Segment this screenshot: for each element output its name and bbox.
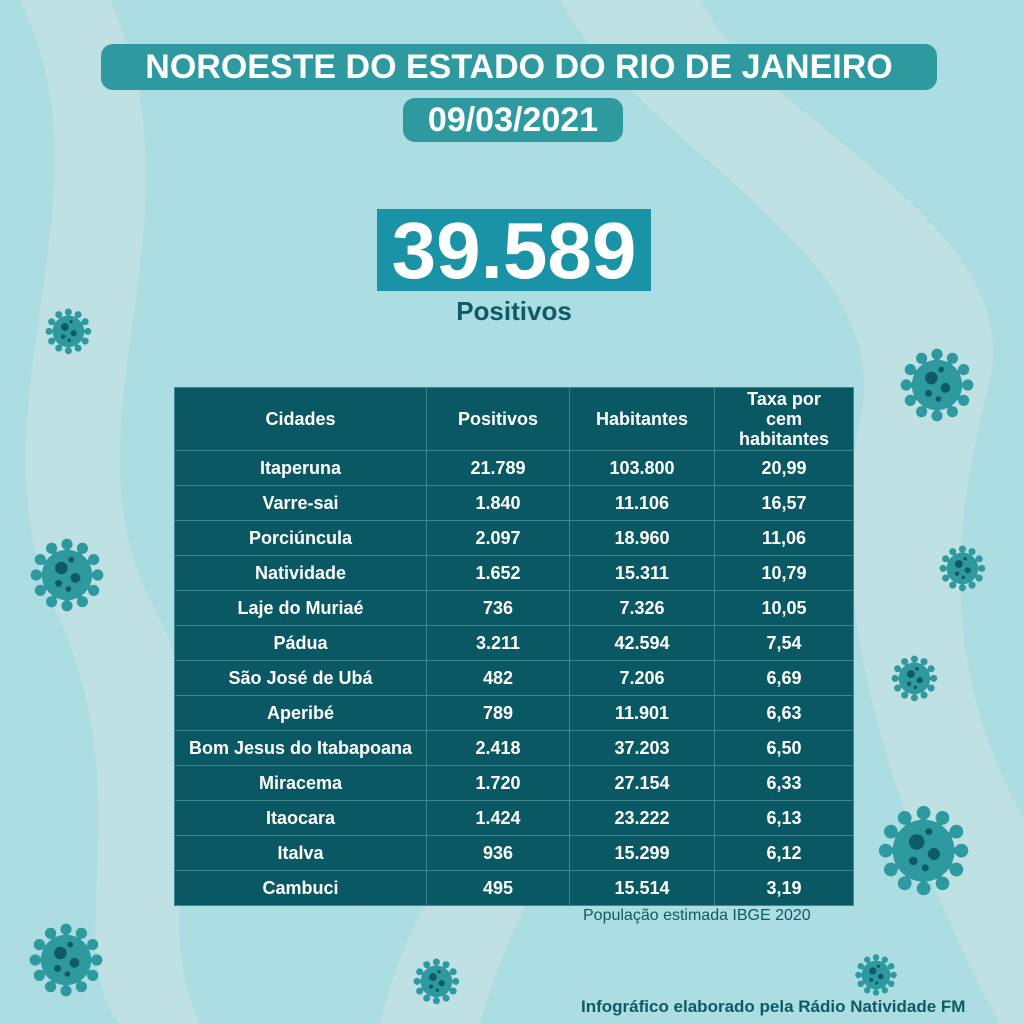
cell-population: 7.326 <box>569 590 715 626</box>
cell-city: Aperibé <box>174 695 427 731</box>
cell-rate: 6,33 <box>714 765 854 801</box>
cell-population: 27.154 <box>569 765 715 801</box>
virus-icon <box>879 806 969 896</box>
cell-positives: 736 <box>426 590 570 626</box>
virus-icon <box>29 923 103 997</box>
virus-icon <box>30 538 104 612</box>
page-title: NOROESTE DO ESTADO DO RIO DE JANEIRO <box>101 44 937 90</box>
cell-positives: 1.840 <box>426 485 570 521</box>
virus-icon <box>45 308 91 354</box>
cell-rate: 6,12 <box>714 835 854 871</box>
cell-population: 7.206 <box>569 660 715 696</box>
table-row: Itaocara 1.424 23.222 6,13 <box>174 800 854 836</box>
virus-icon <box>900 348 974 422</box>
cell-city: Bom Jesus do Itabapoana <box>174 730 427 766</box>
table-header-row: Cidades Positivos Habitantes Taxa por ce… <box>174 387 854 451</box>
cell-population: 11.106 <box>569 485 715 521</box>
cell-positives: 1.720 <box>426 765 570 801</box>
cell-city: Natividade <box>174 555 427 591</box>
cell-positives: 2.097 <box>426 520 570 556</box>
cell-rate: 6,50 <box>714 730 854 766</box>
virus-icon <box>855 954 897 996</box>
cell-rate: 10,79 <box>714 555 854 591</box>
cell-positives: 1.652 <box>426 555 570 591</box>
cell-rate: 6,63 <box>714 695 854 731</box>
header-cidades: Cidades <box>174 387 427 451</box>
header-positivos: Positivos <box>426 387 570 451</box>
cell-positives: 3.211 <box>426 625 570 661</box>
table-row: Aperibé 789 11.901 6,63 <box>174 695 854 731</box>
cell-population: 15.311 <box>569 555 715 591</box>
cell-rate: 6,69 <box>714 660 854 696</box>
cell-positives: 789 <box>426 695 570 731</box>
cell-population: 103.800 <box>569 450 715 486</box>
table-row: Itaperuna 21.789 103.800 20,99 <box>174 450 854 486</box>
table-row: Porciúncula 2.097 18.960 11,06 <box>174 520 854 556</box>
header-taxa: Taxa por cem habitantes <box>714 387 854 451</box>
cell-city: Pádua <box>174 625 427 661</box>
cell-rate: 10,05 <box>714 590 854 626</box>
cell-rate: 16,57 <box>714 485 854 521</box>
cell-rate: 6,13 <box>714 800 854 836</box>
cell-population: 11.901 <box>569 695 715 731</box>
cell-positives: 482 <box>426 660 570 696</box>
cell-positives: 936 <box>426 835 570 871</box>
virus-icon <box>891 655 937 701</box>
table-row: Varre-sai 1.840 11.106 16,57 <box>174 485 854 521</box>
cell-rate: 3,19 <box>714 870 854 906</box>
cell-city: Varre-sai <box>174 485 427 521</box>
cell-city: Itaocara <box>174 800 427 836</box>
cell-population: 42.594 <box>569 625 715 661</box>
table-row: Bom Jesus do Itabapoana 2.418 37.203 6,50 <box>174 730 854 766</box>
date-badge: 09/03/2021 <box>403 98 623 142</box>
cell-city: Cambuci <box>174 870 427 906</box>
cell-population: 23.222 <box>569 800 715 836</box>
cell-rate: 11,06 <box>714 520 854 556</box>
cell-city: Italva <box>174 835 427 871</box>
credit: Infográfico elaborado pela Rádio Nativid… <box>581 997 966 1016</box>
total-positives: 39.589 <box>377 209 651 293</box>
source-note: População estimada IBGE 2020 <box>583 907 811 924</box>
cell-city: Laje do Muriaé <box>174 590 427 626</box>
cell-population: 37.203 <box>569 730 715 766</box>
table-row: Laje do Muriaé 736 7.326 10,05 <box>174 590 854 626</box>
virus-icon <box>939 545 985 591</box>
cell-city: Miracema <box>174 765 427 801</box>
cell-population: 18.960 <box>569 520 715 556</box>
cell-city: Porciúncula <box>174 520 427 556</box>
header-habitantes: Habitantes <box>569 387 715 451</box>
cell-rate: 20,99 <box>714 450 854 486</box>
total-label: Positivos <box>456 296 572 326</box>
cell-population: 15.514 <box>569 870 715 906</box>
virus-icon <box>413 958 459 1004</box>
table-row: Natividade 1.652 15.311 10,79 <box>174 555 854 591</box>
cell-population: 15.299 <box>569 835 715 871</box>
cell-city: São José de Ubá <box>174 660 427 696</box>
cell-rate: 7,54 <box>714 625 854 661</box>
cell-positives: 1.424 <box>426 800 570 836</box>
cell-positives: 2.418 <box>426 730 570 766</box>
cell-positives: 495 <box>426 870 570 906</box>
table-row: Italva 936 15.299 6,12 <box>174 835 854 871</box>
table-row: Pádua 3.211 42.594 7,54 <box>174 625 854 661</box>
table-row: Miracema 1.720 27.154 6,33 <box>174 765 854 801</box>
cities-table: Cidades Positivos Habitantes Taxa por ce… <box>174 387 854 906</box>
table-row: Cambuci 495 15.514 3,19 <box>174 870 854 906</box>
cell-city: Itaperuna <box>174 450 427 486</box>
cell-positives: 21.789 <box>426 450 570 486</box>
table-row: São José de Ubá 482 7.206 6,69 <box>174 660 854 696</box>
